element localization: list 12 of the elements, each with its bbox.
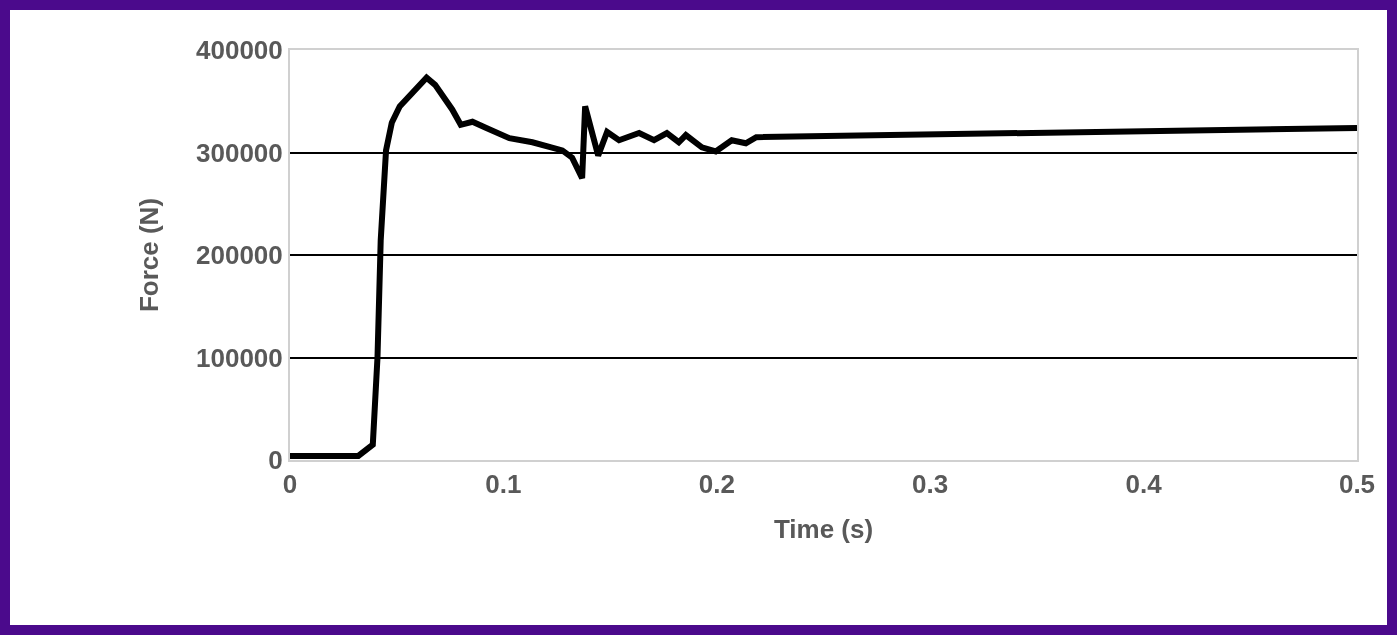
x-tick-label: 0.1 <box>485 469 522 500</box>
x-tick-label: 0.5 <box>1338 469 1376 500</box>
y-tick-label: 0 <box>268 445 283 476</box>
x-tick-label: 0.4 <box>1125 469 1163 500</box>
x-tick-label: 0.2 <box>698 469 735 500</box>
y-tick-label: 100000 <box>196 342 283 373</box>
x-axis-title: Time (s) <box>773 514 874 545</box>
y-tick-label: 300000 <box>196 137 283 168</box>
x-tick-label: 0.3 <box>912 469 949 500</box>
y-tick-label: 200000 <box>196 240 283 271</box>
y-tick-label: 400000 <box>196 35 283 66</box>
y-axis-title: Force (N) <box>133 197 164 313</box>
